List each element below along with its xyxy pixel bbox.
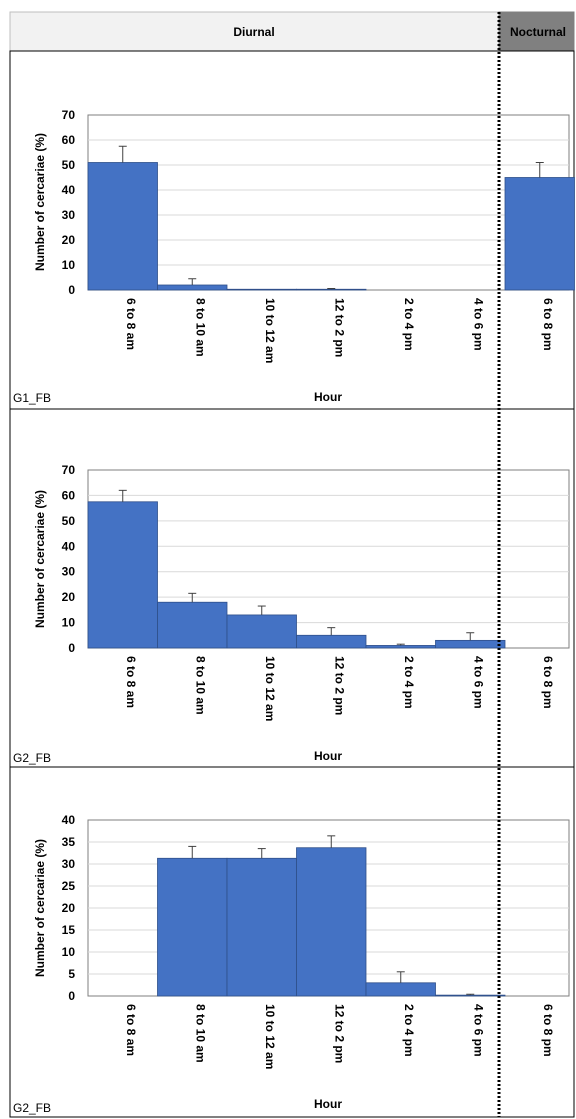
period-header: Diurnal Nocturnal (9, 11, 575, 52)
y-tick-label: 10 (62, 616, 76, 630)
bar (87, 162, 158, 291)
diurnal-header-cell (9, 11, 500, 52)
y-tick-label: 50 (62, 158, 76, 172)
bar (226, 614, 297, 649)
chart-panel-g2-fb-upper: 0 10 20 30 40 50 60 70 6 to 8 am 8 to 10 am 10 to … (13, 463, 570, 765)
x-axis-title: Hour (314, 390, 342, 404)
y-tick-label: 20 (62, 590, 76, 604)
x-category-label: 4 to 6 pm (471, 298, 485, 351)
panel-frame-3 (9, 766, 575, 1118)
bar (226, 857, 297, 997)
x-category-label: 2 to 4 pm (402, 298, 416, 351)
y-tick-label: 40 (62, 813, 76, 827)
bar (435, 639, 506, 649)
bar (87, 501, 158, 649)
y-tick-label: 0 (68, 283, 75, 297)
y-axis-title: Number of cercariae (%) (33, 133, 47, 271)
x-category-label: 2 to 4 pm (402, 1004, 416, 1057)
y-tick-label: 10 (62, 945, 76, 959)
y-tick-label: 60 (62, 133, 76, 147)
x-category-label: 12 to 2 pm (332, 656, 346, 715)
bar (157, 857, 228, 997)
x-category-label: 10 to 12 am (263, 1004, 277, 1069)
bar (365, 645, 436, 649)
y-tick-label: 5 (68, 967, 75, 981)
y-tick-label: 20 (62, 233, 76, 247)
x-category-label: 6 to 8 pm (541, 1004, 555, 1057)
y-tick-label: 30 (62, 208, 76, 222)
bar (226, 288, 297, 291)
x-category-label: 12 to 2 pm (332, 298, 346, 357)
x-category-label: 4 to 6 pm (471, 1004, 485, 1057)
y-axis-title: Number of cercariae (%) (33, 839, 47, 977)
x-category-label: 6 to 8 pm (541, 298, 555, 351)
x-category-label: 6 to 8 am (124, 1004, 138, 1056)
x-axis-title: Hour (314, 749, 342, 763)
x-category-label: 8 to 10 am (193, 298, 207, 357)
y-tick-label: 30 (62, 565, 76, 579)
y-tick-label: 70 (62, 463, 76, 477)
panel-id-label: G2_FB (13, 751, 51, 765)
y-tick-label: 70 (62, 108, 76, 122)
y-tick-label: 30 (62, 857, 76, 871)
x-category-label: 2 to 4 pm (402, 656, 416, 709)
bar (296, 634, 367, 649)
y-tick-label: 20 (62, 901, 76, 915)
y-tick-label: 0 (68, 641, 75, 655)
x-axis-title: Hour (314, 1097, 342, 1111)
x-category-label: 12 to 2 pm (332, 1004, 346, 1063)
bar (435, 994, 506, 997)
bar (157, 284, 228, 291)
x-category-label: 10 to 12 am (263, 298, 277, 363)
panel-id-label: G2_FB (13, 1101, 51, 1115)
diurnal-label: Diurnal (233, 25, 274, 39)
chart-panel-g1-fb: 0 10 20 30 40 50 60 70 6 to 8 am 8 to 10 am 10 to … (13, 108, 575, 405)
y-tick-label: 40 (62, 539, 76, 553)
plot-area (87, 114, 570, 291)
y-tick-label: 25 (62, 879, 76, 893)
x-category-label: 6 to 8 pm (541, 656, 555, 709)
y-tick-label: 60 (62, 488, 76, 502)
x-category-label: 6 to 8 am (124, 656, 138, 708)
bar (504, 177, 575, 291)
x-category-label: 6 to 8 am (124, 298, 138, 350)
y-tick-label: 10 (62, 258, 76, 272)
x-category-label: 8 to 10 am (193, 1004, 207, 1063)
x-category-label: 4 to 6 pm (471, 656, 485, 709)
y-tick-label: 40 (62, 183, 76, 197)
y-tick-label: 15 (62, 923, 76, 937)
y-tick-label: 50 (62, 514, 76, 528)
x-category-label: 8 to 10 am (193, 656, 207, 715)
y-tick-label: 0 (68, 989, 75, 1003)
nocturnal-header-cell (498, 11, 575, 52)
panel-id-label: G1_FB (13, 391, 51, 405)
y-tick-label: 35 (62, 835, 76, 849)
chart-panel-g2-fb-lower: 0 5 10 15 20 25 30 35 40 6 to 8 am 8 to 10 am 10 to… (13, 813, 570, 1115)
nocturnal-label: Nocturnal (510, 25, 566, 39)
bar (296, 847, 367, 997)
x-category-label: 10 to 12 am (263, 656, 277, 721)
bar (365, 982, 436, 997)
bar (157, 601, 228, 649)
y-axis-title: Number of cercariae (%) (33, 490, 47, 628)
bar (296, 288, 367, 291)
